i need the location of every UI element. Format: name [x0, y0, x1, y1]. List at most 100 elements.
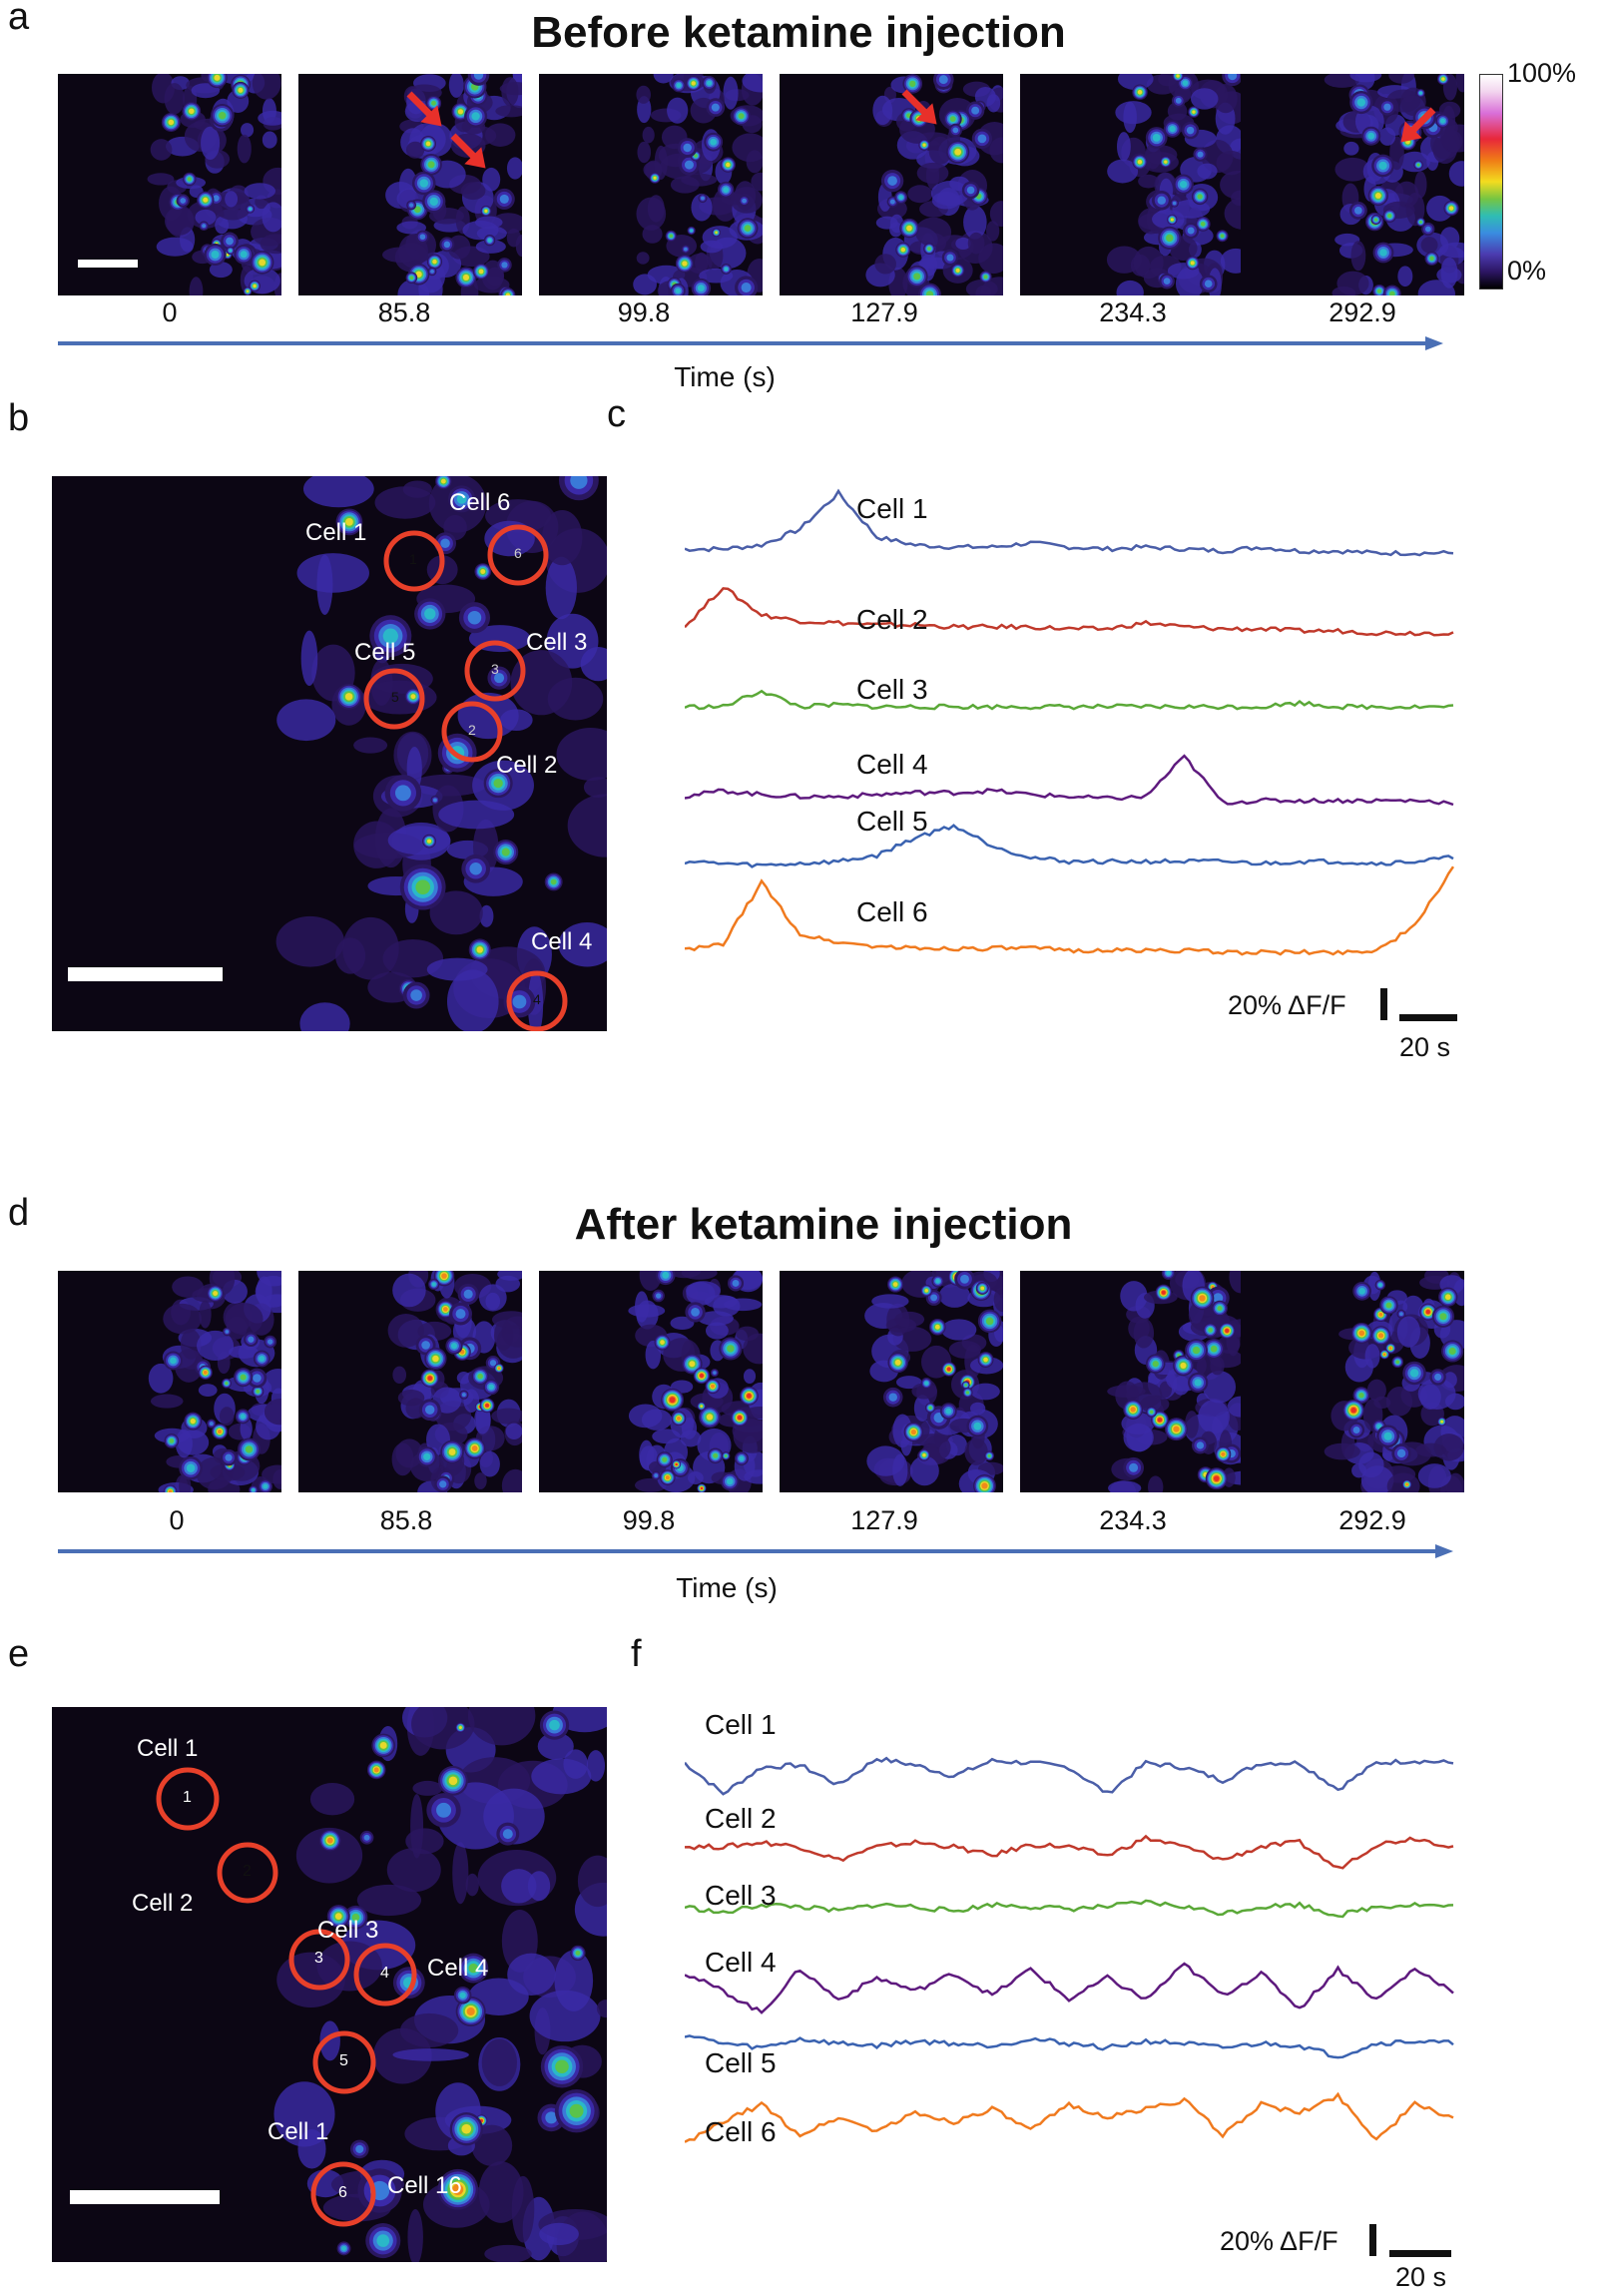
roi-num: 3 [491, 661, 499, 677]
roi-circle [487, 524, 549, 586]
time-arrow-before [58, 336, 1443, 350]
colorbar-min-label: 0% [1507, 256, 1547, 286]
roi-circle [288, 1929, 350, 1991]
time-label: 85.8 [377, 297, 431, 327]
scale-dff-f: 20% ΔF/F [1220, 2226, 1338, 2256]
after-frames [58, 1271, 1475, 1492]
time-labels-before: 0 85.8 99.8 127.9 234.3 292.9 [0, 297, 1598, 337]
panel-letter-f: f [631, 1633, 642, 1675]
roi-num: 4 [380, 1965, 389, 1982]
trace-label-c: Cell 5 [856, 806, 928, 837]
trace-label-c: Cell 3 [856, 674, 928, 705]
trace-label-c: Cell 6 [856, 896, 928, 927]
scale-dff-c: 20% ΔF/F [1228, 990, 1346, 1020]
panel-letter-d: d [8, 1192, 30, 1234]
after-frame-3 [539, 1271, 763, 1492]
traces-c [685, 488, 1455, 956]
after-frame-2 [298, 1271, 522, 1492]
red-arrow-icon [406, 91, 442, 127]
trace-label-f: Cell 5 [705, 2047, 777, 2078]
before-frame-4 [780, 74, 1003, 295]
time-label: 99.8 [617, 297, 671, 327]
roi-num: 2 [468, 722, 476, 738]
roi-circles-b [363, 524, 568, 1031]
after-frame-6 [1241, 1271, 1464, 1492]
red-arrow-icon [901, 89, 937, 125]
time-label: 85.8 [379, 1505, 433, 1535]
roi-circle [156, 1767, 220, 1831]
scale-hbar-f [1389, 2250, 1451, 2257]
roi-circle [506, 970, 568, 1031]
roi-circle [363, 668, 425, 730]
scale-time-f: 20 s [1395, 2262, 1447, 2292]
before-frame-5 [1020, 74, 1244, 295]
trace-label-c: Cell 1 [856, 493, 928, 524]
trace-line-cell-3 [685, 689, 1454, 711]
cell-label-b: Cell 2 [496, 752, 558, 779]
cell-label-e: Cell 1 [137, 1735, 199, 1762]
roi-circle [383, 530, 445, 592]
trace-line-cell-1 [685, 488, 1454, 557]
roi-circle [441, 701, 503, 763]
trace-label-f: Cell 1 [705, 1709, 777, 1740]
trace-line-cell-5 [685, 824, 1454, 868]
trace-line-cell-4 [685, 754, 1454, 807]
cell-label-b: Cell 4 [531, 928, 593, 955]
roi-num: 5 [391, 689, 399, 705]
roi-circle [464, 640, 526, 702]
scale-bar-e [70, 2190, 220, 2204]
scale-hbar-c [1399, 1014, 1457, 1021]
cell-label-b: Cell 6 [449, 489, 511, 516]
colorbar-max-label: 100% [1507, 58, 1577, 88]
roi-circle [310, 2161, 376, 2227]
time-label: 127.9 [850, 1505, 918, 1535]
colorbar [1479, 74, 1503, 289]
cell-label-b: Cell 5 [354, 639, 416, 666]
red-arrow-icon [1400, 107, 1436, 143]
roi-num: 4 [533, 991, 541, 1007]
scale-vbar-f [1369, 2224, 1376, 2256]
trace-label-c: Cell 4 [856, 749, 928, 780]
roi-num: 2 [243, 1863, 252, 1880]
cell-label-b: Cell 1 [305, 519, 367, 546]
panel-b-image [52, 476, 607, 1031]
trace-label-f: Cell 3 [705, 1880, 777, 1911]
time-label: 0 [162, 297, 178, 327]
time-label: 0 [169, 1505, 185, 1535]
cell-label-e: Cell 16 [387, 2172, 462, 2199]
red-arrows-a [406, 89, 1436, 169]
trace-line-cell-6 [685, 2091, 1454, 2143]
trace-line-cell-3 [685, 1899, 1454, 1919]
roi-num: 1 [183, 1789, 192, 1806]
trace-line-cell-1 [685, 1756, 1454, 1796]
panel-e-image [52, 1707, 607, 2262]
cell-label-e: Cell 1 [267, 2118, 329, 2145]
roi-circle [312, 2030, 376, 2094]
trace-label-f: Cell 4 [705, 1947, 777, 1978]
scale-vbar-c [1380, 988, 1387, 1020]
time-label: 99.8 [622, 1505, 676, 1535]
time-label: 234.3 [1099, 297, 1167, 327]
time-label: 234.3 [1099, 1505, 1167, 1535]
trace-line-cell-6 [685, 865, 1455, 956]
cell-label-e: Cell 4 [427, 1955, 489, 1982]
traces-f [685, 1756, 1454, 2143]
title-before: Before ketamine injection [531, 8, 1066, 57]
roi-num: 5 [339, 2052, 348, 2069]
panel-letter-b: b [8, 397, 30, 439]
after-frame-5 [1020, 1271, 1244, 1492]
trace-line-cell-4 [685, 1962, 1454, 2014]
trace-line-cell-2 [685, 1834, 1454, 1870]
trace-label-f: Cell 2 [705, 1803, 777, 1834]
trace-label-f: Cell 6 [705, 2116, 777, 2147]
scale-bar-a [78, 260, 138, 268]
time-arrow-after [58, 1544, 1453, 1558]
after-frame-4 [780, 1271, 1003, 1492]
cell-label-b: Cell 3 [526, 629, 588, 656]
before-frame-1 [58, 74, 281, 295]
roi-num: 6 [514, 545, 522, 561]
panel-letter-c: c [607, 393, 626, 435]
roi-num: 6 [338, 2184, 347, 2201]
time-labels-after: 0 85.8 99.8 127.9 234.3 292.9 [0, 1505, 1598, 1545]
roi-circle [217, 1842, 278, 1904]
